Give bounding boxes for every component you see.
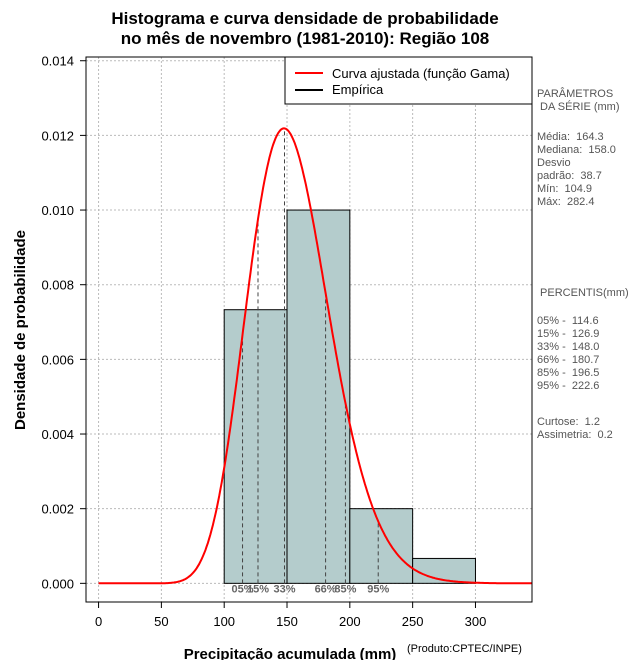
params-title: PARÂMETROS DA SÉRIE (mm) [537, 88, 620, 113]
y-tick-label: 0.004 [41, 427, 74, 442]
y-tick-label: 0.006 [41, 352, 74, 367]
axes: 0 50 100 150 200 250 300 0.000 0.002 0.004 0.006 0.… [41, 54, 486, 629]
y-axis-label: Densidade de probabilidade [12, 230, 29, 430]
histogram-bar [286, 209, 351, 584]
percentile-label: 66% [315, 583, 337, 595]
y-tick-label: 0.002 [41, 502, 74, 517]
gamma-curve [98, 127, 532, 585]
x-axis-label: Precipitação acumulada (mm) [184, 646, 397, 660]
percentile-labels: 05%15% 33% 66%85% 95% [232, 583, 390, 595]
y-tick-label: 0.014 [41, 54, 74, 69]
percentile-label: 05% [232, 583, 254, 595]
x-tick-label: 50 [154, 614, 168, 629]
percentis-title: PERCENTIS(mm) [537, 287, 629, 299]
percentis-list: 05% - 114.6 15% - 126.9 33% - 148.0 66% … [537, 315, 600, 392]
percentile-label: 85% [334, 583, 356, 595]
chart-title-line1: Histograma e curva densidade de probabil… [111, 9, 499, 28]
y-tick-label: 0.000 [41, 576, 74, 591]
shape-stats: Curtose: 1.2 Assimetria: 0.2 [537, 416, 613, 441]
x-tick-label: 300 [465, 614, 487, 629]
y-tick-label: 0.010 [41, 203, 74, 218]
histogram-bar [223, 309, 288, 584]
legend-empirical-label: Empírica [332, 82, 384, 97]
percentile-label: 95% [367, 583, 389, 595]
histogram-bars [223, 209, 476, 584]
credit-label: (Produto:CPTEC/INPE) [407, 643, 522, 655]
percentile-label: 15% [247, 583, 269, 595]
x-tick-label: 0 [95, 614, 102, 629]
percentile-lines [242, 128, 379, 584]
percentile-label: 33% [273, 583, 295, 595]
legend-box [284, 56, 533, 105]
y-tick-label: 0.008 [41, 278, 74, 293]
histogram-bar [349, 508, 414, 584]
legend-curve-label: Curva ajustada (função Gama) [332, 66, 510, 81]
legend: Curva ajustada (função Gama) Empírica [284, 56, 533, 105]
x-tick-label: 250 [402, 614, 424, 629]
x-tick-label: 200 [339, 614, 361, 629]
x-tick-label: 150 [276, 614, 298, 629]
y-tick-label: 0.012 [41, 128, 74, 143]
series-stats: Média: 164.3 Mediana: 158.0 Desvio padrã… [537, 131, 616, 208]
x-tick-label: 100 [213, 614, 235, 629]
chart-title-line2: no mês de novembro (1981-2010): Região 1… [120, 29, 490, 48]
